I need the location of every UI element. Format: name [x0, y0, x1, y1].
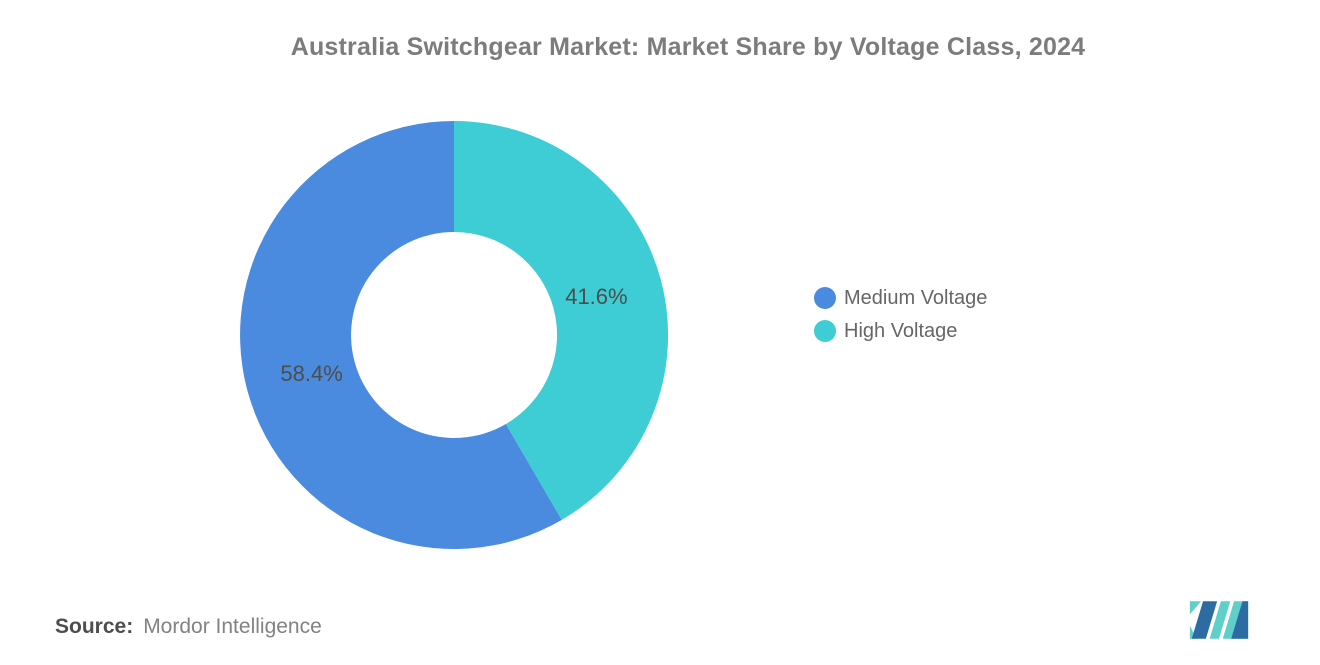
logo-shape-teal-middle-stroke [1209, 601, 1231, 639]
source-value: Mordor Intelligence [143, 615, 322, 638]
mordor-intelligence-logo [1189, 601, 1249, 639]
logo-shape-teal-bottom-left [1189, 625, 1197, 639]
pie-slice-high-voltage[interactable] [454, 121, 669, 520]
source-line: Source: Mordor Intelligence [55, 615, 322, 639]
source-label: Source: [55, 615, 134, 638]
logo-shape-teal-top-left [1189, 601, 1202, 615]
logo-shape-blue-right-stroke [1231, 601, 1249, 639]
legend-item-medium-voltage[interactable]: Medium Voltage [814, 286, 987, 310]
chart-title: Australia Switchgear Market: Market Shar… [290, 33, 1086, 61]
pie-slice-medium-voltage[interactable] [240, 121, 562, 549]
legend-label-high-voltage: High Voltage [844, 319, 958, 342]
legend-label-medium-voltage: Medium Voltage [844, 286, 988, 309]
legend: Medium Voltage High Voltage [814, 286, 987, 352]
logo-shape-blue-left-stroke [1191, 601, 1218, 639]
legend-item-high-voltage[interactable]: High Voltage [814, 319, 987, 343]
legend-swatch-high-voltage [814, 320, 836, 342]
slice-label-medium-voltage: 58.4% [280, 361, 342, 386]
legend-swatch-medium-voltage [814, 287, 836, 309]
slice-label-high-voltage: 41.6% [565, 284, 627, 309]
